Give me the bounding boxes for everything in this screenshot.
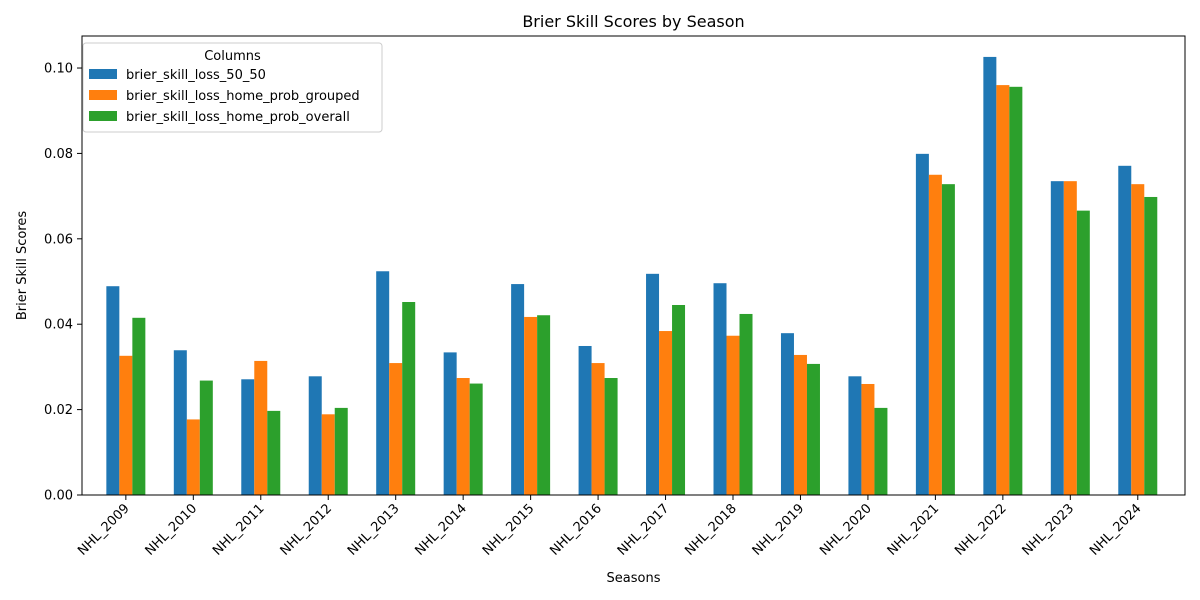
legend-swatch	[89, 111, 117, 121]
x-tick-label: NHL_2019	[750, 501, 808, 559]
y-tick-label: 0.02	[44, 403, 73, 418]
x-tick-label: NHL_2016	[547, 501, 605, 559]
bar-NHL_2024-series-2	[1144, 196, 1158, 496]
bars-layer	[106, 56, 1158, 496]
bar-NHL_2021-series-2	[941, 184, 955, 495]
y-tick-label: 0.08	[44, 147, 73, 162]
legend-label: brier_skill_loss_home_prob_grouped	[126, 89, 360, 104]
x-axis: NHL_2009 NHL_2010 NHL_2011 NHL_2012 NHL_2013…	[75, 495, 1145, 559]
bar-NHL_2011-series-2	[267, 410, 281, 495]
y-axis-title: Brier Skill Scores	[15, 211, 30, 321]
bar-NHL_2012-series-1	[321, 414, 335, 495]
bar-NHL_2010-series-0	[173, 350, 187, 495]
bar-NHL_2012-series-2	[334, 407, 348, 495]
bar-NHL_2014-series-0	[443, 352, 457, 495]
bar-NHL_2010-series-1	[186, 419, 200, 495]
chart-title: Brier Skill Scores by Season	[522, 12, 744, 31]
bar-NHL_2018-series-1	[726, 335, 740, 495]
bar-NHL_2017-series-1	[659, 331, 673, 495]
bar-NHL_2011-series-1	[254, 360, 268, 495]
y-tick-label: 0.10	[44, 62, 73, 77]
legend-swatch	[89, 90, 117, 100]
y-tick-label: 0.00	[44, 489, 73, 504]
y-tick-label: 0.06	[44, 232, 73, 247]
bar-NHL_2018-series-2	[739, 313, 753, 495]
y-tick-label: 0.04	[44, 318, 73, 333]
x-tick-label: NHL_2022	[952, 501, 1010, 559]
bar-NHL_2009-series-2	[132, 317, 146, 495]
plot-frame	[81, 35, 1186, 496]
bar-NHL_2013-series-0	[376, 271, 390, 495]
bar-NHL_2020-series-1	[861, 383, 875, 495]
x-tick-label: NHL_2013	[345, 501, 403, 559]
x-tick-label: NHL_2017	[615, 501, 673, 559]
bar-NHL_2019-series-1	[793, 354, 807, 495]
bar-NHL_2023-series-2	[1076, 210, 1090, 495]
bar-NHL_2017-series-0	[646, 273, 660, 495]
bar-NHL_2009-series-0	[106, 286, 120, 495]
legend-swatch	[89, 69, 117, 79]
bar-NHL_2018-series-0	[713, 283, 727, 495]
bar-NHL_2022-series-2	[1009, 86, 1023, 495]
x-tick-label: NHL_2020	[817, 501, 875, 559]
bar-NHL_2009-series-1	[119, 355, 133, 495]
bar-NHL_2010-series-2	[199, 380, 213, 495]
bar-NHL_2017-series-2	[672, 304, 686, 495]
bar-NHL_2013-series-1	[389, 363, 403, 495]
bar-NHL_2012-series-0	[308, 376, 322, 495]
bar-NHL_2020-series-2	[874, 407, 888, 495]
bar-NHL_2016-series-0	[578, 345, 592, 495]
legend: Columns brier_skill_loss_50_50brier_skil…	[82, 42, 383, 133]
bar-NHL_2014-series-2	[469, 383, 483, 495]
x-tick-label: NHL_2014	[412, 501, 470, 559]
x-tick-label: NHL_2024	[1087, 501, 1145, 559]
bar-NHL_2015-series-2	[537, 315, 551, 495]
bar-NHL_2022-series-1	[996, 85, 1010, 495]
bar-NHL_2019-series-2	[806, 363, 820, 495]
bar-NHL_2023-series-0	[1050, 181, 1064, 495]
bar-NHL_2020-series-0	[848, 376, 862, 495]
legend-label: brier_skill_loss_50_50	[126, 68, 266, 83]
bar-NHL_2023-series-1	[1063, 181, 1077, 495]
bar-NHL_2015-series-0	[511, 284, 525, 495]
bar-NHL_2024-series-1	[1131, 184, 1145, 495]
bar-NHL_2021-series-0	[915, 153, 929, 495]
bar-NHL_2016-series-2	[604, 378, 618, 495]
x-tick-label: NHL_2011	[210, 501, 268, 559]
x-tick-label: NHL_2010	[143, 501, 201, 559]
bar-NHL_2019-series-0	[780, 333, 794, 495]
bar-NHL_2013-series-2	[402, 302, 416, 495]
x-tick-label: NHL_2018	[682, 501, 740, 559]
legend-label: brier_skill_loss_home_prob_overall	[126, 110, 350, 125]
legend-items: brier_skill_loss_50_50 brier_skill_loss_h…	[89, 68, 360, 125]
x-tick-label: NHL_2023	[1020, 501, 1078, 559]
bar-NHL_2015-series-1	[524, 316, 538, 495]
x-tick-label: NHL_2021	[885, 501, 943, 559]
x-tick-label: NHL_2012	[278, 501, 336, 559]
legend-title: Columns	[204, 49, 261, 64]
x-axis-title: Seasons	[607, 571, 661, 586]
bar-NHL_2011-series-0	[241, 379, 255, 495]
bar-NHL_2014-series-1	[456, 378, 470, 495]
legend-box	[82, 42, 383, 133]
x-tick-label: NHL_2009	[75, 501, 133, 559]
bar-NHL_2024-series-0	[1118, 165, 1132, 495]
x-tick-label: NHL_2015	[480, 501, 538, 559]
bar-NHL_2021-series-1	[928, 174, 942, 495]
y-axis: 0.00 0.02 0.04 0.06 0.08 0.10	[44, 62, 82, 504]
bar-NHL_2022-series-0	[983, 56, 997, 495]
bar-NHL_2016-series-1	[591, 363, 605, 495]
